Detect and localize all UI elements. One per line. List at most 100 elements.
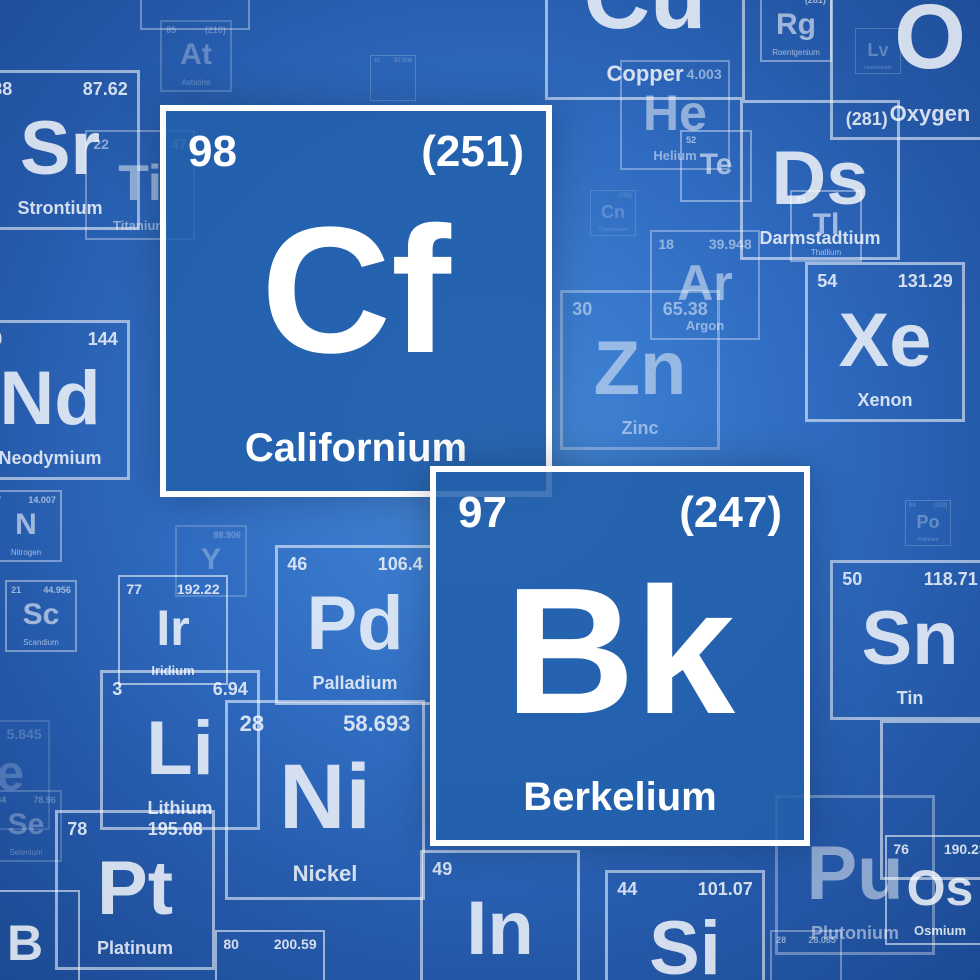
bg-tile: 54 131.29 Xe Xenon <box>805 262 965 422</box>
bg-tile: 28 28.085 <box>770 930 842 980</box>
element-symbol: Tl <box>792 210 860 240</box>
bg-tile: 46106.4PdPalladium <box>275 545 435 705</box>
element-symbol: Nd <box>0 361 127 437</box>
featured-tile-californium: 98 (251) Cf Californium <box>160 105 552 497</box>
atomic-number: 97 <box>458 488 507 538</box>
atomic-number: 98 <box>188 127 237 177</box>
atomic-number: 7 <box>0 495 1 505</box>
atomic-mass: 78.96 <box>33 795 56 805</box>
atomic-mass: 195.08 <box>148 819 203 840</box>
atomic-mass: 14.007 <box>28 495 56 505</box>
atomic-number: 50 <box>842 569 862 590</box>
atomic-number: 34 <box>0 795 6 805</box>
element-symbol: N <box>0 510 60 540</box>
atomic-number: 3 <box>112 679 122 700</box>
element-name: Berkelium <box>436 775 804 820</box>
element-name: Roentgenium <box>762 48 830 57</box>
element-symbol: Cf <box>166 201 546 381</box>
bg-tile: 50 118.71 Sn Tin <box>830 560 980 720</box>
element-symbol: Rg <box>762 10 830 40</box>
element-symbol: Sc <box>7 600 75 630</box>
atomic-mass: 131.29 <box>898 271 953 292</box>
atomic-mass: 44.956 <box>43 585 71 595</box>
atomic-mass: 58.693 <box>343 711 410 737</box>
bg-tile: 4192.906 <box>370 55 416 101</box>
element-symbol: Pt <box>58 851 212 927</box>
element-name: Scandium <box>7 638 75 647</box>
atomic-mass: 5.845 <box>7 726 42 742</box>
atomic-mass: (285) <box>618 193 632 199</box>
atomic-mass: 118.71 <box>924 569 978 590</box>
atomic-number: 22 <box>93 136 109 152</box>
element-name: Polonium <box>906 537 950 543</box>
element-symbol: Xe <box>808 303 962 379</box>
bg-tile: (285) Cn Copernicium <box>590 190 636 236</box>
bg-tile: 52 Te <box>680 130 752 202</box>
element-name: Tin <box>833 688 980 709</box>
bg-tile: 84(209)PoPolonium <box>905 500 951 546</box>
atomic-mass: (209) <box>933 503 947 509</box>
element-symbol: Os <box>887 863 980 913</box>
atomic-mass: 101.07 <box>698 879 753 900</box>
bg-tile: 3065.38ZnZinc <box>560 290 720 450</box>
element-name: Copernicium <box>591 227 635 233</box>
element-name: Astatine <box>162 78 230 87</box>
element-name: Californium <box>166 426 546 471</box>
element-symbol: Bk <box>436 562 804 742</box>
element-symbol: Sn <box>833 601 980 677</box>
element-symbol: Cn <box>591 203 635 221</box>
atomic-mass: (210) <box>205 25 226 35</box>
atomic-mass: (247) <box>679 488 782 538</box>
atomic-number: 28 <box>776 935 786 945</box>
atomic-number: 21 <box>11 585 21 595</box>
atomic-number: 84 <box>909 503 916 509</box>
atomic-number: 85 <box>166 25 176 35</box>
element-name: Nickel <box>228 861 422 887</box>
atomic-number: 54 <box>817 271 837 292</box>
atomic-mass: 190.23 <box>944 841 980 857</box>
element-symbol: Te <box>682 150 750 180</box>
atomic-number: 44 <box>617 879 637 900</box>
bg-tile: 88.906Y <box>175 525 247 597</box>
atomic-number: 46 <box>287 554 307 575</box>
bg-tile: 5BBoron <box>0 890 80 980</box>
featured-tile-berkelium: 97 (247) Bk Berkelium <box>430 466 810 846</box>
atomic-number: 81 <box>796 195 806 205</box>
atomic-number: 30 <box>572 299 592 320</box>
bg-tile: 85 (210) At Astatine <box>160 20 232 92</box>
element-symbol: At <box>162 40 230 70</box>
element-name: Xenon <box>808 390 962 411</box>
atomic-number: 38 <box>0 79 12 100</box>
atomic-number: 49 <box>432 859 452 880</box>
bg-tile: 80200.59 <box>215 930 325 980</box>
element-symbol: In <box>423 891 577 967</box>
atomic-number: 52 <box>686 135 696 145</box>
element-symbol: Cu <box>548 0 742 43</box>
bg-tile: (281)RgRoentgenium <box>760 0 832 62</box>
element-name: Platinum <box>58 938 212 959</box>
bg-tile: 76190.23OsOsmium <box>885 835 980 945</box>
bg-tile: LvLivermorium <box>855 28 901 74</box>
element-name: Zinc <box>563 418 717 439</box>
atomic-mass: 6.94 <box>213 679 248 700</box>
bg-tile: 81 Tl Thallium <box>790 190 862 262</box>
atomic-number: 77 <box>126 581 142 597</box>
element-name: Selenium <box>0 848 60 857</box>
element-symbol: Lv <box>856 41 900 59</box>
element-name: Nitrogen <box>0 548 60 557</box>
element-name: Osmium <box>887 923 980 938</box>
atomic-number: 80 <box>223 936 239 952</box>
atomic-mass: 88.906 <box>213 530 241 540</box>
element-name: Thallium <box>792 248 860 257</box>
bg-tile: 44101.07SiSilicon <box>605 870 765 980</box>
bg-tile: 49 In <box>420 850 580 980</box>
bg-tile: 21 44.956 Sc Scandium <box>5 580 77 652</box>
bg-tile: 2858.693NiNickel <box>225 700 425 900</box>
atomic-number: 41 <box>374 58 381 64</box>
atomic-mass: 28.085 <box>808 935 836 945</box>
atomic-number: 78 <box>67 819 87 840</box>
bg-tile: 3478.96SeSelenium <box>0 790 62 862</box>
periodic-poster: CuCopperOOxygenNeon4.003HeHelium(281)RgR… <box>0 0 980 980</box>
atomic-number: 28 <box>240 711 264 737</box>
element-name: Neodymium <box>0 448 127 469</box>
